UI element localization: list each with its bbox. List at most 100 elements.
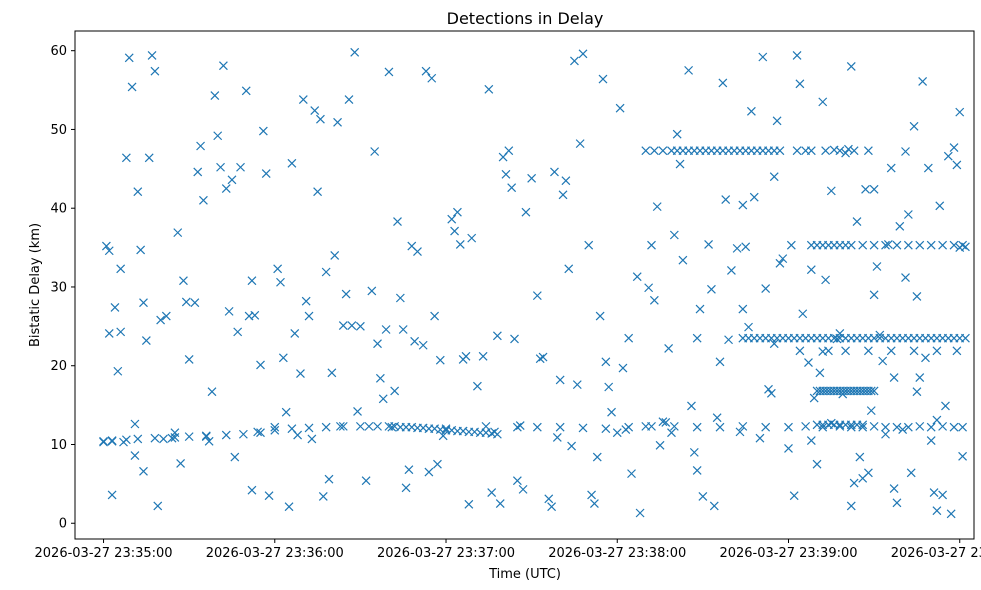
data-point-marker bbox=[815, 368, 825, 378]
data-point-marker bbox=[892, 498, 902, 508]
data-point-marker bbox=[801, 421, 811, 431]
data-point-marker bbox=[912, 387, 922, 397]
data-point-marker bbox=[835, 146, 845, 156]
y-tick-label: 20 bbox=[50, 359, 67, 374]
data-point-marker bbox=[435, 355, 445, 365]
data-point-marker bbox=[287, 424, 297, 434]
data-point-marker bbox=[207, 387, 217, 397]
data-point-marker bbox=[196, 141, 205, 151]
data-point-marker bbox=[113, 366, 123, 376]
data-point-marker bbox=[809, 393, 819, 403]
data-point-marker bbox=[909, 346, 919, 356]
data-point-marker bbox=[841, 148, 850, 158]
data-point-marker bbox=[632, 272, 642, 282]
data-point-marker bbox=[883, 240, 893, 249]
data-point-marker bbox=[558, 190, 568, 200]
data-point-marker bbox=[330, 251, 340, 260]
data-point-marker bbox=[892, 422, 902, 432]
data-point-marker bbox=[592, 452, 602, 462]
data-point-marker bbox=[738, 304, 748, 314]
data-point-marker bbox=[826, 186, 836, 196]
data-point-marker bbox=[347, 321, 357, 330]
data-point-marker bbox=[139, 298, 148, 308]
data-point-marker bbox=[932, 346, 942, 356]
data-point-marker bbox=[784, 422, 793, 432]
data-point-marker bbox=[709, 501, 719, 511]
data-point-marker bbox=[863, 468, 873, 478]
data-point-marker bbox=[644, 283, 654, 293]
data-point-marker bbox=[755, 433, 765, 443]
data-point-marker bbox=[912, 291, 922, 301]
data-point-marker bbox=[672, 129, 682, 139]
x-axis-ticks: 2026-03-27 23:35:00 2026-03-27 23:36:00 20… bbox=[35, 539, 981, 561]
data-point-marker bbox=[926, 422, 936, 432]
data-point-marker bbox=[404, 465, 414, 475]
data-point-marker bbox=[221, 430, 231, 440]
data-point-marker bbox=[464, 499, 474, 509]
data-point-marker bbox=[647, 240, 656, 250]
data-point-marker bbox=[472, 381, 482, 391]
data-point-marker bbox=[321, 422, 331, 432]
data-point-marker bbox=[846, 240, 856, 250]
y-tick-label: 0 bbox=[59, 517, 67, 532]
data-point-marker bbox=[364, 421, 374, 431]
data-point-marker bbox=[256, 360, 265, 370]
data-point-marker bbox=[199, 195, 208, 205]
data-point-marker bbox=[898, 425, 908, 434]
data-point-marker bbox=[216, 162, 225, 172]
data-point-marker bbox=[869, 421, 879, 431]
data-point-marker bbox=[532, 291, 542, 301]
data-point-marker bbox=[467, 233, 477, 243]
data-point-marker bbox=[193, 167, 203, 177]
data-point-marker bbox=[273, 264, 283, 274]
data-point-marker bbox=[846, 422, 856, 432]
data-point-marker bbox=[153, 501, 163, 511]
data-point-marker bbox=[667, 428, 676, 438]
data-point-marker bbox=[510, 334, 519, 344]
data-point-marker bbox=[578, 49, 588, 59]
data-point-marker bbox=[932, 506, 942, 516]
x-tick-label: 2026-03-27 23:38:00 bbox=[548, 546, 686, 561]
data-point-marker bbox=[527, 173, 537, 183]
data-point-marker bbox=[373, 339, 382, 349]
data-point-marker bbox=[615, 103, 625, 113]
data-point-marker bbox=[284, 502, 294, 512]
data-point-marker bbox=[903, 240, 913, 250]
data-point-marker bbox=[313, 187, 323, 197]
data-point-marker bbox=[492, 331, 502, 341]
data-point-marker bbox=[689, 447, 699, 457]
data-point-marker bbox=[424, 467, 434, 477]
data-point-marker bbox=[664, 343, 674, 353]
data-point-marker bbox=[555, 375, 565, 385]
data-point-marker bbox=[278, 353, 288, 363]
data-point-marker bbox=[355, 321, 365, 331]
data-point-marker bbox=[923, 163, 933, 173]
data-point-marker bbox=[179, 276, 188, 286]
data-point-marker bbox=[264, 491, 274, 501]
data-point-marker bbox=[844, 144, 853, 154]
data-point-marker bbox=[512, 422, 522, 432]
data-point-marker bbox=[958, 422, 968, 432]
data-point-marker bbox=[678, 255, 688, 265]
data-point-marker bbox=[301, 296, 311, 306]
data-point-marker bbox=[535, 354, 545, 364]
data-point-marker bbox=[821, 146, 831, 156]
data-point-marker bbox=[938, 490, 948, 500]
data-point-marker bbox=[150, 433, 160, 443]
data-point-marker bbox=[795, 346, 805, 356]
data-point-marker bbox=[858, 240, 868, 250]
data-point-marker bbox=[136, 245, 146, 255]
data-point-marker bbox=[567, 441, 577, 451]
data-point-marker bbox=[552, 432, 562, 442]
data-point-marker bbox=[915, 240, 925, 250]
data-point-marker bbox=[555, 422, 565, 432]
data-point-marker bbox=[587, 490, 596, 500]
data-point-marker bbox=[427, 73, 437, 83]
data-point-marker bbox=[658, 417, 668, 427]
data-point-marker bbox=[692, 422, 702, 432]
data-point-marker bbox=[130, 451, 140, 460]
data-point-marker bbox=[458, 355, 468, 364]
data-point-marker bbox=[384, 67, 394, 77]
